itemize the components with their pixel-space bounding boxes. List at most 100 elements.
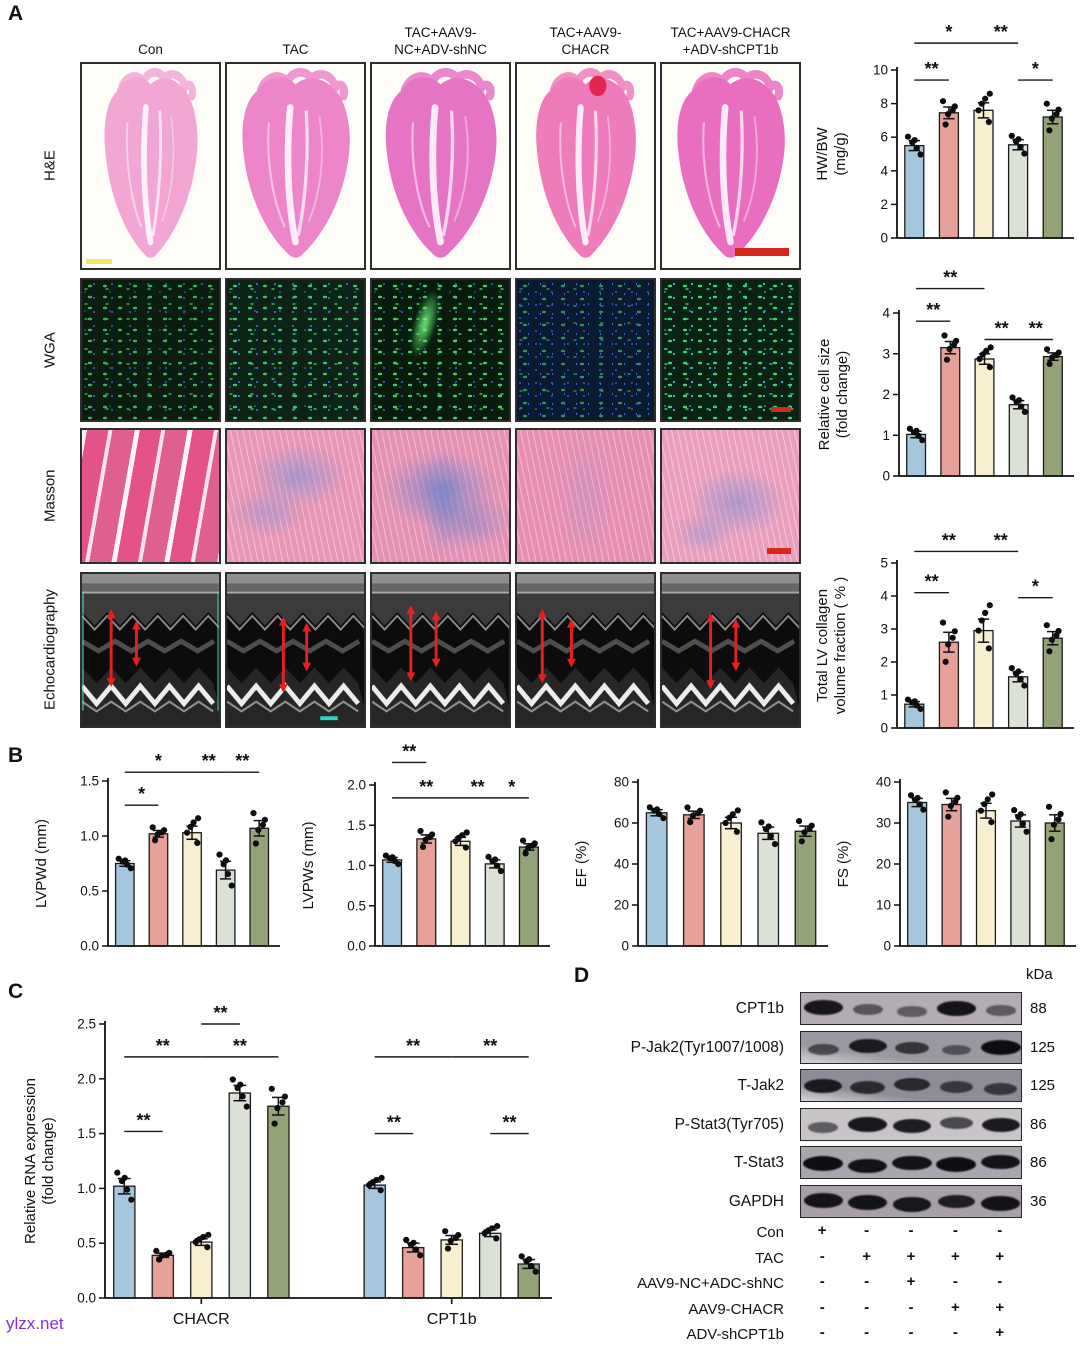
- blot-label-4: T-Stat3: [734, 1154, 784, 1172]
- svg-text:**: **: [202, 751, 216, 771]
- he-image-tac-aav9-chacr: [515, 62, 656, 270]
- svg-text:**: **: [214, 1003, 228, 1023]
- condition-mark: -: [819, 1273, 825, 1291]
- wga-bright-streak: [383, 280, 470, 378]
- svg-text:**: **: [235, 751, 249, 771]
- svg-text:FS (%): FS (%): [835, 841, 852, 888]
- svg-text:5: 5: [880, 556, 888, 571]
- svg-text:0: 0: [621, 939, 629, 954]
- svg-text:*: *: [138, 784, 145, 804]
- blot-label-5: GAPDH: [728, 1193, 784, 1210]
- blot-kda-0: 88: [1030, 1000, 1047, 1017]
- column-header-tac-aav9-chacr-adv-shcpt1b: TAC+AAV9-CHACR +ADV-shCPT1b: [670, 25, 791, 57]
- svg-text:2.0: 2.0: [77, 1071, 96, 1086]
- masson-image-tac-aav9-chacr-adv-shcpt1b: [660, 428, 801, 564]
- condition-mark: -: [864, 1222, 870, 1239]
- blot-band: [940, 1080, 973, 1093]
- blot-band: [936, 1157, 977, 1173]
- condition-mark: -: [908, 1298, 914, 1316]
- svg-text:10: 10: [876, 898, 891, 913]
- blot-band: [848, 1039, 887, 1054]
- he-image-tac: [225, 62, 366, 270]
- blot-box-5: [800, 1185, 1022, 1218]
- condition-mark: +: [951, 1247, 960, 1265]
- svg-text:**: **: [943, 268, 957, 288]
- svg-text:40: 40: [876, 775, 891, 790]
- svg-text:4: 4: [882, 306, 890, 321]
- svg-text:*: *: [1032, 577, 1039, 597]
- svg-text:*: *: [155, 751, 162, 771]
- chart-hwbw: 0 2 4 6 8 10 HW/BW (mg/g) ** * ** *: [814, 8, 1078, 248]
- svg-text:0.0: 0.0: [80, 939, 99, 954]
- chart-lvpws: 0.0 0.5 1.0 1.5 2.0 LVPWs (mm) ** ** ** *: [288, 741, 554, 960]
- chart-rna: 0.0 0.5 1.0 1.5 2.0 2.5 Relative RNA expressio…: [16, 984, 560, 1336]
- blot-kda-4: 86: [1030, 1154, 1047, 1172]
- blot-label-1: P-Jak2(Tyr1007/1008): [630, 1038, 784, 1056]
- condition-mark: +: [995, 1247, 1005, 1265]
- svg-text:**: **: [233, 1036, 247, 1056]
- condition-marks-4: - - - - +: [800, 1324, 1022, 1346]
- chart-fs: 0 10 20 30 40 FS (%): [835, 748, 1080, 960]
- svg-text:8: 8: [880, 96, 888, 111]
- svg-text:3: 3: [882, 346, 890, 361]
- masson-image-tac-aav9-nc-adv-shnc: [370, 428, 511, 564]
- blot-band: [848, 1158, 888, 1174]
- blot-label-3: P-Stat3(Tyr705): [674, 1115, 784, 1133]
- svg-text:**: **: [1029, 318, 1043, 338]
- svg-text:2.5: 2.5: [77, 1017, 96, 1032]
- panel-b-label: B: [8, 744, 24, 767]
- svg-text:**: **: [925, 572, 939, 592]
- blot-band: [984, 1082, 1018, 1095]
- svg-text:**: **: [502, 1113, 516, 1133]
- svg-text:0: 0: [883, 939, 891, 954]
- condition-mark: -: [864, 1324, 870, 1342]
- svg-text:**: **: [942, 530, 956, 550]
- svg-text:**: **: [994, 530, 1008, 550]
- svg-text:(fold change): (fold change): [40, 1117, 57, 1205]
- svg-text:**: **: [925, 59, 939, 79]
- svg-text:Relative cell size: Relative cell size: [816, 339, 833, 451]
- he-image-tac-aav9-chacr-adv-shcpt1b: [660, 62, 801, 270]
- svg-text:0.5: 0.5: [347, 898, 366, 913]
- svg-text:**: **: [994, 22, 1008, 42]
- row-label-wga: WGA: [41, 332, 59, 368]
- svg-text:20: 20: [614, 898, 629, 913]
- blot-band: [892, 1119, 932, 1134]
- svg-text:0: 0: [880, 231, 888, 246]
- svg-text:0.0: 0.0: [77, 1291, 96, 1306]
- blot-band: [981, 1118, 1020, 1133]
- condition-mark: +: [995, 1298, 1005, 1316]
- wga-image-tac-aav9-chacr-adv-shcpt1b: [660, 278, 801, 422]
- blot-band: [894, 1078, 930, 1092]
- svg-text:2: 2: [880, 655, 888, 670]
- svg-text:2.0: 2.0: [347, 778, 366, 793]
- svg-text:Relative RNA expression: Relative RNA expression: [22, 1078, 39, 1244]
- rna-bar-chart-svg: 0.0 0.5 1.0 1.5 2.0 2.5 Relative RNA expressio…: [22, 1003, 552, 1328]
- blot-box-3: [800, 1107, 1022, 1141]
- svg-text:0.0: 0.0: [347, 939, 366, 954]
- column-header-tac-aav9-nc-adv-shnc: TAC+AAV9- NC+ADV-shNC: [394, 25, 487, 57]
- condition-label-2: AAV9-NC+ADC-shNC: [637, 1275, 784, 1293]
- collagen-bar-chart-svg: 0 1 2 3 4 5 Total LV collagen volume fraction (…: [814, 530, 1074, 736]
- svg-text:**: **: [156, 1036, 170, 1056]
- svg-text:**: **: [995, 318, 1009, 338]
- yellow-corner-mark: [86, 259, 112, 264]
- svg-text:60: 60: [614, 816, 629, 831]
- echo-image-tac-aav9-chacr: [515, 572, 656, 728]
- row-label-he: H&E: [41, 150, 59, 182]
- row-label-echo: Echocardiography: [41, 589, 59, 711]
- blot-band: [981, 1196, 1021, 1211]
- blot-band: [981, 1154, 1021, 1170]
- svg-text:HW/BW: HW/BW: [814, 127, 831, 181]
- wga-image-tac-aav9-chacr: [515, 278, 656, 422]
- condition-mark: -: [864, 1273, 870, 1291]
- condition-mark: +: [906, 1247, 916, 1265]
- echo-image-tac-aav9-chacr-adv-shcpt1b: [660, 572, 801, 728]
- panel-a-label: A: [8, 2, 24, 25]
- condition-mark: -: [819, 1324, 825, 1342]
- he-image-tac-aav9-nc-adv-shnc: [370, 62, 511, 270]
- svg-text:0.5: 0.5: [80, 884, 99, 899]
